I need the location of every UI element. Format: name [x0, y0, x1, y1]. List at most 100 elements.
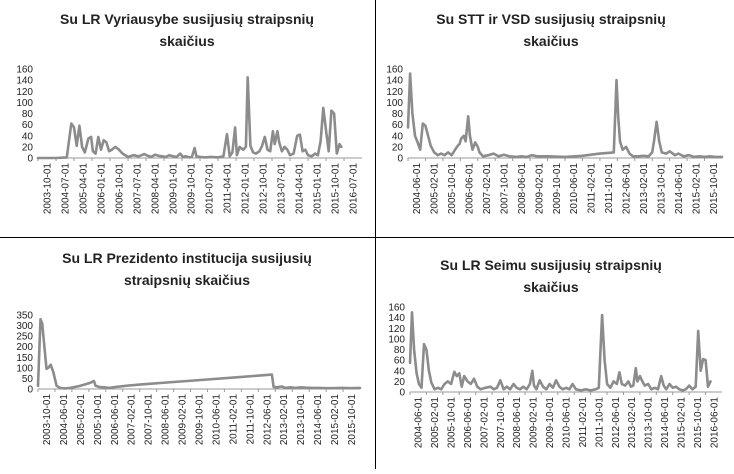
y-tick-label: 300: [16, 321, 33, 332]
data-series-line: [408, 311, 712, 392]
y-tick-label: 250: [16, 332, 33, 343]
y-tick-label: 40: [392, 131, 404, 142]
x-tick-label: 2011-02-01: [587, 163, 598, 214]
x-tick-label: 2015-02-01: [330, 394, 341, 446]
x-tick-label: 2011-02-01: [578, 397, 589, 448]
x-tick-label: 2009-02-01: [534, 163, 545, 215]
y-tick-label: 140: [16, 76, 33, 87]
x-tick-label: 2013-07-01: [277, 163, 288, 215]
x-tick-label: 2011-10-01: [604, 163, 615, 214]
x-tick-label: 2015-02-01: [691, 163, 702, 215]
x-tick-label: 2009-10-01: [195, 394, 206, 446]
x-tick-label: 2015-10-01: [347, 394, 358, 446]
y-tick-label: 140: [388, 313, 405, 324]
x-tick-label: 2005-02-01: [76, 394, 87, 446]
y-tick-label: 120: [16, 87, 33, 98]
chart-title-line: Su LR Prezidento institucija susijusių: [62, 250, 312, 266]
x-tick-label: 2004-07-01: [61, 163, 72, 215]
x-tick-label: 2013-10-01: [656, 163, 667, 215]
horizontal-divider: [0, 237, 734, 238]
x-tick-label: 2011-04-01: [223, 163, 234, 214]
chart-stt-vsd: Su STT ir VSD susijusių straipsnių skaiči…: [386, 11, 724, 215]
x-tick-label: 2003-10-01: [43, 163, 54, 215]
x-tick-label: 2007-10-01: [499, 163, 510, 215]
data-series-line: [406, 72, 724, 159]
chart-title-line: Su LR Vyriausybe susijusių straipsnių: [60, 11, 314, 27]
x-tick-label: 2014-04-01: [295, 163, 306, 215]
x-tick-label: 2015-01-01: [313, 163, 324, 215]
y-tick-label: 120: [388, 324, 405, 335]
y-tick-label: 60: [392, 120, 404, 131]
chart-title-line: skaičius: [159, 33, 214, 49]
x-tick-label: 2012-06-01: [262, 394, 273, 446]
y-tick-label: 160: [388, 303, 405, 314]
x-tick-label: 2005-02-01: [430, 397, 441, 449]
y-tick-label: 0: [399, 388, 405, 399]
chart-title-line: skaičius: [523, 33, 578, 49]
y-tick-label: 0: [27, 154, 33, 165]
y-tick-label: 20: [392, 142, 404, 153]
x-tick-label: 2010-07-01: [205, 163, 216, 215]
x-tick-label: 2012-01-01: [241, 163, 252, 215]
y-tick-label: 20: [394, 377, 406, 388]
chart-panel-prezidentas: Su LR Prezidento institucija susijusių st…: [0, 238, 375, 469]
x-tick-label: 2007-10-01: [144, 394, 155, 446]
chart-panel-seimas: Su LR Seimu susijusių straipsnių skaičius…: [376, 238, 734, 469]
vertical-divider: [375, 0, 376, 469]
y-tick-label: 80: [22, 109, 34, 120]
x-tick-label: 2009-02-01: [178, 394, 189, 446]
x-tick-label: 2013-10-01: [296, 394, 307, 446]
x-tick-label: 2009-10-01: [187, 163, 198, 215]
y-tick-label: 120: [386, 87, 403, 98]
chart-panel-vyriausybe: Su LR Vyriausybe susijusių straipsnių ska…: [0, 0, 375, 237]
x-tick-label: 2011-02-01: [228, 394, 239, 445]
data-series-line: [36, 317, 362, 390]
y-tick-label: 100: [388, 334, 405, 345]
x-tick-label: 2013-10-01: [644, 397, 655, 449]
x-tick-label: 2014-06-01: [674, 163, 685, 215]
x-tick-label: 2010-06-01: [562, 397, 573, 449]
x-tick-label: 2007-10-01: [496, 397, 507, 449]
y-tick-label: 40: [394, 366, 406, 377]
x-tick-label: 2011-10-01: [245, 394, 256, 445]
y-tick-label: 50: [22, 374, 34, 385]
x-tick-label: 2013-02-01: [627, 397, 638, 449]
x-tick-label: 2007-02-01: [482, 163, 493, 215]
y-tick-label: 160: [16, 65, 33, 76]
x-tick-label: 2008-06-01: [161, 394, 172, 446]
chart-vyriausybe: Su LR Vyriausybe susijusių straipsnių ska…: [16, 11, 362, 215]
x-tick-label: 2005-04-01: [79, 163, 90, 215]
x-tick-label: 2015-02-01: [676, 397, 687, 449]
y-tick-label: 0: [27, 385, 33, 396]
x-tick-label: 2009-10-01: [545, 397, 556, 449]
x-tick-label: 2015-10-01: [693, 397, 704, 449]
y-tick-label: 60: [394, 356, 406, 367]
y-tick-label: 100: [16, 98, 33, 109]
x-tick-label: 2015-10-01: [709, 163, 720, 215]
y-tick-label: 40: [22, 131, 34, 142]
x-tick-label: 2016-06-01: [709, 397, 720, 449]
x-tick-label: 2010-06-01: [211, 394, 222, 446]
x-tick-label: 2014-06-01: [660, 397, 671, 449]
x-tick-label: 2005-10-01: [447, 163, 458, 215]
x-tick-label: 2006-06-01: [463, 397, 474, 449]
x-tick-label: 2006-06-01: [465, 163, 476, 215]
x-tick-label: 2006-06-01: [110, 394, 121, 446]
x-tick-label: 2011-10-01: [594, 397, 605, 448]
x-tick-label: 2008-04-01: [151, 163, 162, 215]
x-tick-label: 2013-02-01: [279, 394, 290, 446]
y-tick-label: 140: [386, 76, 403, 87]
x-tick-label: 2013-02-01: [639, 163, 650, 215]
y-tick-label: 60: [22, 120, 34, 131]
x-tick-label: 2004-06-01: [412, 163, 423, 215]
y-tick-label: 160: [386, 65, 403, 76]
x-tick-label: 2014-06-01: [313, 394, 324, 446]
x-tick-label: 2007-02-01: [479, 397, 490, 449]
y-tick-label: 350: [16, 311, 33, 322]
x-tick-label: 2006-01-01: [97, 163, 108, 215]
x-tick-label: 2012-06-01: [622, 163, 633, 215]
x-tick-label: 2008-06-01: [512, 397, 523, 449]
chart-title-line: straipsnių skaičius: [124, 272, 250, 288]
x-tick-label: 2016-07-01: [349, 163, 360, 215]
y-tick-label: 80: [394, 345, 406, 356]
